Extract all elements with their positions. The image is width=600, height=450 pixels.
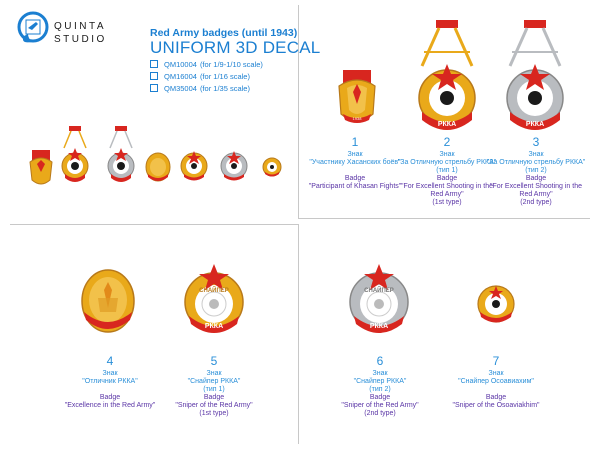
badge-3-number: 3 <box>532 135 540 149</box>
badge-2-en-type: (1st type) <box>432 199 462 207</box>
logo-text-line2: STUDIO <box>54 34 107 45</box>
badge-1-ru-label: Знак <box>347 150 363 158</box>
badge-5-rkka-text: РККА <box>205 323 223 330</box>
badge-6-caption: 6 Знак "Снайпер РККА" (тип 2) Badge "Sni… <box>330 354 430 418</box>
badge-2-en-name: "For Excellent Shooting in the Red Army" <box>401 182 493 199</box>
badge-5-sniper-text: СНАЙПЕР <box>199 286 229 294</box>
badge-2-ru-label: Знак <box>439 150 455 158</box>
badge-7-illustration <box>477 285 515 323</box>
badge-3-caption: 3 Знак "За Отличную стрельбу РККА" (тип … <box>484 135 588 207</box>
badge-6-rkka-text: РККА <box>370 323 388 330</box>
badge-6-ru-type: (тип 2) <box>369 385 391 393</box>
badge-5-ru-type: (тип 1) <box>203 385 225 393</box>
overview-badge-7 <box>262 157 282 177</box>
badge-4-number: 4 <box>106 354 114 368</box>
checkbox-icon[interactable] <box>150 72 158 80</box>
scale-text: (for 1/9-1/10 scale) <box>199 59 263 69</box>
badge-1-caption: 1 Знак "Участнику Хасанских боёв" Badge … <box>305 135 405 191</box>
badge-6-en-type: (2nd type) <box>364 410 396 418</box>
badge-3-illustration: РККА <box>506 20 564 130</box>
badge-4-illustration <box>81 269 135 333</box>
scale-text: (for 1/35 scale) <box>199 83 250 93</box>
badge-3-ru-type: (тип 2) <box>525 166 547 174</box>
scale-code: QM16004 <box>164 71 197 81</box>
product-title: Red Army badges (until 1943) <box>150 27 298 39</box>
badge-4-caption: 4 Знак "Отличник РККА" Badge "Excellence… <box>60 354 160 410</box>
badge-1-en-label: Badge <box>344 174 366 182</box>
badge-4-en-name: "Excellence in the Red Army" <box>64 401 156 409</box>
badge-7-caption: 7 Знак "Снайпер Осоавиахим" Badge "Snipe… <box>446 354 546 410</box>
badge-2-ru-type: (тип 1) <box>436 166 458 174</box>
badge-7-en-label: Badge <box>485 393 507 401</box>
overview-badge-2 <box>61 126 89 182</box>
divider-vertical-top <box>298 5 299 218</box>
badge-4-ru-label: Знак <box>102 369 118 377</box>
scale-text: (for 1/16 scale) <box>199 71 250 81</box>
checkbox-icon[interactable] <box>150 60 158 68</box>
badge-1-en-name: "Participant of Khasan Fights" <box>308 182 402 190</box>
badge-2-ru-name: "За Отличную стрельбу РККА" <box>397 158 497 166</box>
badge-3-ru-label: Знак <box>528 150 544 158</box>
badge-7-ru-name: "Снайпер Осоавиахим" <box>458 377 534 385</box>
badge-7-number: 7 <box>492 354 500 368</box>
logo-text-line1: QUINTA <box>54 21 107 32</box>
badge-6-en-label: Badge <box>369 393 391 401</box>
badge-5-ru-label: Знак <box>206 369 222 377</box>
badge-6-en-name: "Sniper of the Red Army" <box>341 401 419 409</box>
badge-2-caption: 2 Знак "За Отличную стрельбу РККА" (тип … <box>395 135 499 207</box>
decal-title: UNIFORM 3D DECAL <box>150 38 321 57</box>
badge-5-en-label: Badge <box>203 393 225 401</box>
badge-3-en-label: Badge <box>525 174 547 182</box>
scale-row-3: QM35004 (for 1/35 scale) <box>150 82 250 94</box>
badge-7-ru-label: Знак <box>488 369 504 377</box>
quinta-studio-logo: QUINTA STUDIO <box>16 10 136 54</box>
scale-row-2: QM16004 (for 1/16 scale) <box>150 70 250 82</box>
badge-1-number: 1 <box>351 135 359 149</box>
badge-2-number: 2 <box>443 135 451 149</box>
badge-5-ru-name: "Снайпер РККА" <box>187 377 241 385</box>
badge-5-illustration: СНАЙПЕР РККА <box>184 264 244 333</box>
badge-3-en-type: (2nd type) <box>520 199 552 207</box>
badge-4-ru-name: "Отличник РККА" <box>82 377 138 385</box>
overview-badge-5 <box>180 151 208 181</box>
badge-6-illustration: СНАЙПЕР РККА <box>349 264 409 333</box>
badge-2-en-label: Badge <box>436 174 458 182</box>
badge-5-en-type: (1st type) <box>199 410 229 418</box>
quinta-studio-logo-icon <box>17 11 49 43</box>
scale-code: QM35004 <box>164 83 197 93</box>
badge-4-en-label: Badge <box>99 393 121 401</box>
badge-3-rkka-text: РККА <box>526 121 544 128</box>
divider-horizontal-left <box>10 224 298 225</box>
badge-7-en-name: "Sniper of the Osoaviakhim" <box>452 401 540 409</box>
badge-5-caption: 5 Знак "Снайпер РККА" (тип 1) Badge "Sni… <box>164 354 264 418</box>
divider-horizontal-right <box>298 218 590 219</box>
badge-1-ribbon-text: 1938 <box>353 116 363 121</box>
badge-5-number: 5 <box>210 354 218 368</box>
badge-3-ru-name: "За Отличную стрельбу РККА" <box>486 158 586 166</box>
badge-1-ru-name: "Участнику Хасанских боёв" <box>309 158 401 166</box>
scale-row-1: QM10004 (for 1/9-1/10 scale) <box>150 58 263 70</box>
badge-6-number: 6 <box>376 354 384 368</box>
badge-5-en-name: "Sniper of the Red Army" <box>175 401 253 409</box>
overview-badge-4 <box>145 152 171 182</box>
overview-badge-3 <box>107 126 135 182</box>
divider-vertical-bottom <box>298 224 299 444</box>
badge-3-en-name: "For Excellent Shooting in the Red Army" <box>490 182 582 199</box>
overview-badge-6 <box>220 151 248 181</box>
badge-6-ru-label: Знак <box>372 369 388 377</box>
badge-2-illustration: РККА <box>418 20 476 130</box>
badge-6-ru-name: "Снайпер РККА" <box>353 377 407 385</box>
overview-badge-1 <box>29 150 53 185</box>
badge-2-rkka-text: РККА <box>438 121 456 128</box>
badge-6-sniper-text: СНАЙПЕР <box>364 286 394 294</box>
scale-code: QM10004 <box>164 59 197 69</box>
badge-1-illustration: 1938 <box>338 70 376 123</box>
checkbox-icon[interactable] <box>150 84 158 92</box>
